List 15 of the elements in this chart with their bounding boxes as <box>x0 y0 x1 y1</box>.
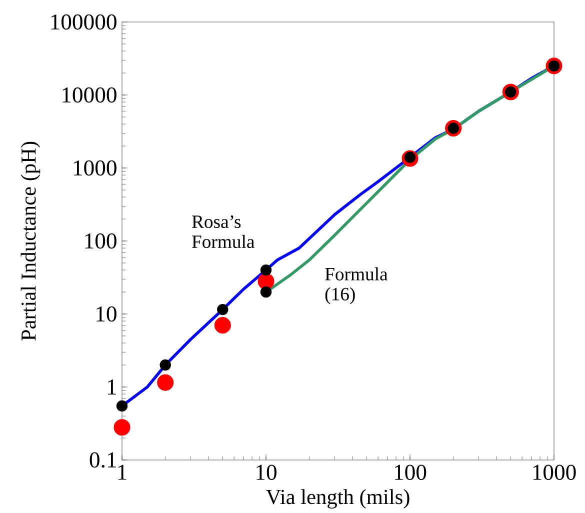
x-tick-label: 100 <box>394 464 426 480</box>
x-axis-title: Via length (mils) <box>266 489 410 509</box>
y-tick-label: 0.1 <box>90 452 116 468</box>
series-label: Rosa’s Formula <box>192 215 254 248</box>
y-tick-label: 100000 <box>51 14 116 30</box>
y-tick-label: 1 <box>108 380 116 394</box>
x-tick-label: 1 <box>118 464 126 480</box>
y-tick-label: 1000 <box>74 160 116 176</box>
y-tick-label: 10000 <box>62 87 116 103</box>
y-tick-label: 10 <box>96 306 116 322</box>
y-axis-title: Partial Inductance (pH) <box>20 142 40 340</box>
y-tick-label: 100 <box>85 233 116 249</box>
x-tick-label: 1000 <box>533 464 576 480</box>
series-label: Formula (16) <box>325 267 388 304</box>
x-tick-label: 10 <box>256 464 276 480</box>
